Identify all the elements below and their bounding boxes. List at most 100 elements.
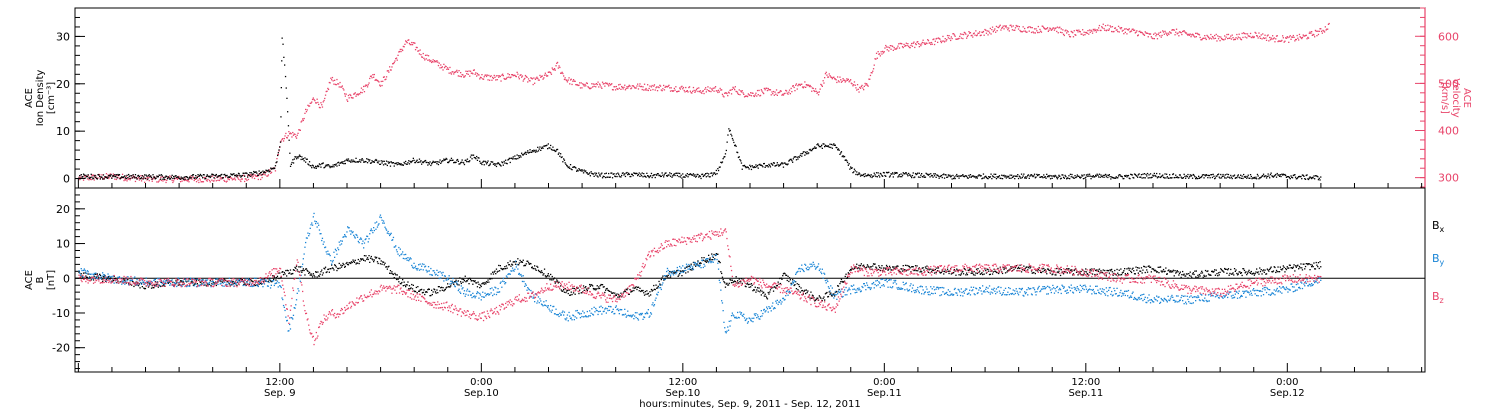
density-series-point (908, 174, 911, 176)
density-series-point (1277, 174, 1279, 176)
density-series-point (176, 176, 178, 179)
bx-series-point (704, 260, 706, 262)
velocity-series-point (220, 176, 222, 179)
velocity-series-point (650, 86, 653, 88)
velocity-series-point (192, 176, 195, 178)
velocity-series-point (666, 86, 668, 88)
velocity-series-point (393, 61, 395, 64)
velocity-series-point (969, 32, 972, 34)
velocity-series-point (1134, 32, 1136, 34)
bx-series-point (684, 267, 686, 269)
density-series-point (730, 133, 732, 135)
bx-series-point (913, 269, 915, 272)
density-series-point (805, 153, 807, 155)
density-series-point (1068, 175, 1070, 177)
velocity-series-point (363, 91, 366, 93)
density-series-point (867, 173, 869, 176)
density-series-point (1275, 176, 1278, 178)
velocity-series-point (737, 92, 739, 94)
velocity-series-point (1276, 35, 1278, 37)
bx-series-point (606, 287, 608, 290)
bx-series-point (1285, 268, 1288, 271)
density-series-point (1098, 176, 1100, 178)
bx-series-point (302, 269, 304, 272)
density-series-point (237, 172, 240, 174)
density-series-point (753, 166, 756, 168)
density-series-point (98, 174, 100, 176)
velocity-series-point (208, 179, 211, 182)
bx-series-point (575, 289, 577, 291)
density-series-point (909, 174, 911, 176)
density-series-point (219, 175, 221, 177)
velocity-series-point (291, 136, 293, 138)
density-series-point (810, 149, 812, 152)
density-series-point (759, 163, 761, 165)
bx-series-point (398, 276, 401, 278)
bx-series-point (905, 270, 907, 272)
density-series-point (103, 178, 105, 180)
density-series-point (1231, 177, 1233, 180)
bx-series-point (192, 284, 195, 287)
bx-series-point (273, 276, 275, 278)
bx-series-point (1190, 275, 1192, 277)
velocity-series-point (1308, 32, 1310, 34)
bx-series-point (1149, 266, 1152, 268)
bx-series-point (848, 273, 850, 275)
velocity-series-point (245, 178, 247, 180)
density-series-point (502, 162, 504, 164)
density-series-point (1205, 174, 1207, 176)
velocity-series-point (625, 87, 627, 90)
bx-series-point (163, 285, 166, 287)
velocity-series-point (936, 37, 938, 40)
velocity-series-point (1327, 28, 1329, 30)
velocity-series-point (472, 69, 475, 71)
velocity-series-point (1254, 31, 1256, 34)
density-series-point (143, 176, 145, 178)
bx-series-point (1286, 266, 1288, 268)
density-series-point (956, 175, 959, 178)
bx-series-point (508, 264, 510, 266)
density-series-point (614, 175, 616, 177)
bx-series-point (472, 283, 474, 285)
bx-series-point (181, 281, 183, 283)
bx-series-point (322, 272, 324, 274)
density-series-point (537, 146, 539, 148)
bfield-axis-label-line: [nT] (46, 270, 57, 290)
velocity-series-point (392, 62, 395, 65)
bx-series-point (309, 274, 311, 276)
velocity-series-point (192, 176, 194, 178)
velocity-series-point (977, 32, 979, 34)
velocity-series-point (724, 92, 727, 94)
bx-series-point (368, 255, 370, 257)
velocity-series-point (313, 98, 315, 101)
bx-series-point (592, 287, 595, 290)
density-series-point (888, 176, 891, 178)
bx-series-point (769, 289, 772, 291)
density-series-point (849, 168, 851, 170)
bx-series-point (403, 281, 405, 283)
bx-series-point (217, 281, 219, 283)
velocity-series-point (946, 39, 948, 41)
bx-series-point (932, 269, 934, 272)
velocity-series-point (1314, 29, 1317, 32)
velocity-series-point (1020, 30, 1023, 33)
density-series-point (100, 176, 102, 178)
density-series-point (943, 173, 945, 175)
bx-series-point (535, 269, 537, 271)
velocity-series-point (153, 177, 155, 179)
velocity-series-point (1320, 28, 1322, 30)
velocity-series-point (152, 178, 154, 180)
velocity-series-point (1056, 26, 1059, 28)
velocity-series-point (1220, 36, 1222, 38)
bx-series-point (774, 286, 776, 288)
density-series-point (620, 176, 622, 178)
bx-series-point (1259, 270, 1262, 273)
density-series-point (253, 170, 255, 173)
bx-series-point (425, 291, 427, 293)
density-series-point (1141, 177, 1143, 179)
velocity-series-point (1091, 32, 1094, 34)
density-series-point (836, 147, 838, 149)
density-series-point (468, 161, 470, 163)
bx-series-point (763, 291, 765, 293)
density-series-point (153, 176, 155, 178)
